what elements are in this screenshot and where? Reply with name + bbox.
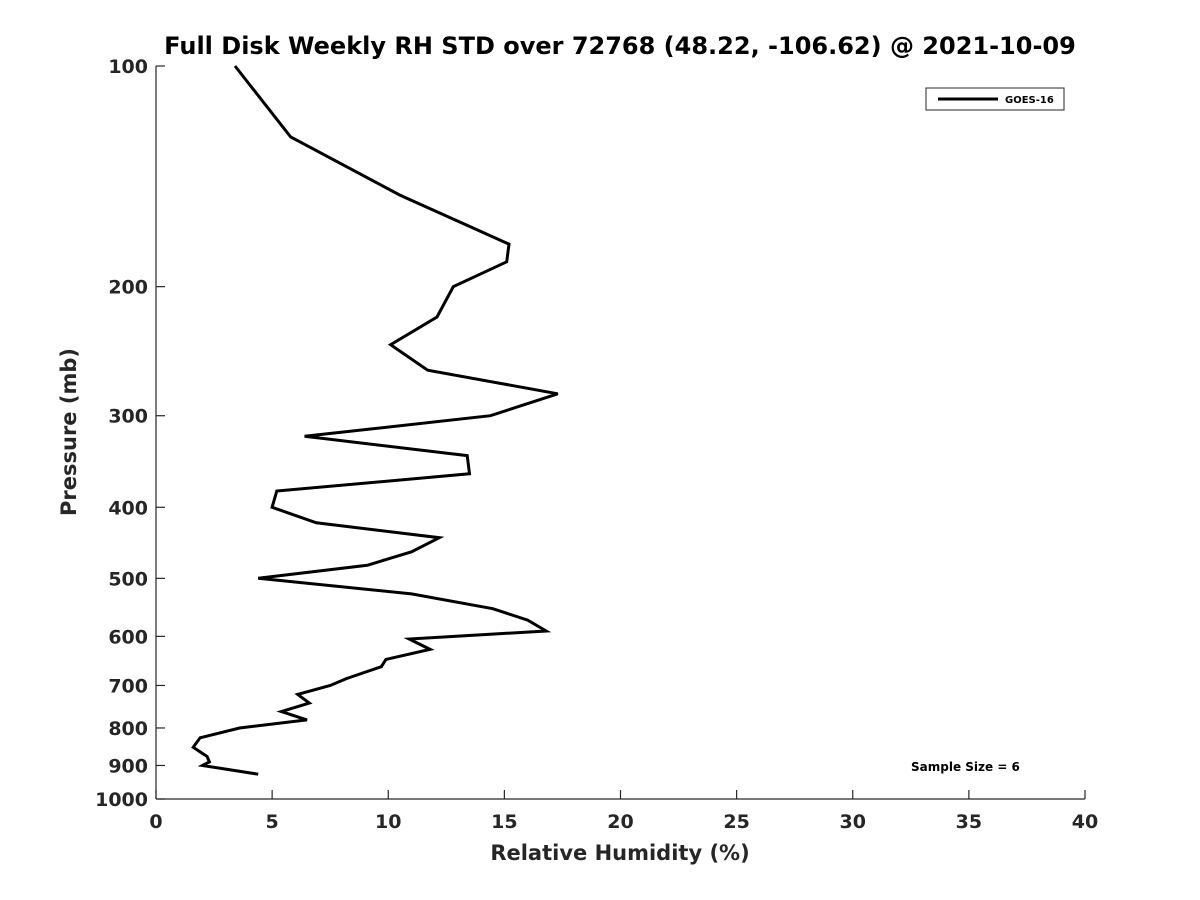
x-axis-label: Relative Humidity (%) <box>490 841 749 865</box>
x-tick-label: 10 <box>375 811 401 833</box>
x-tick-label: 5 <box>266 811 279 833</box>
series-line-goes-16 <box>191 65 559 776</box>
y-tick-label: 300 <box>108 406 148 428</box>
y-tick-label: 1000 <box>95 789 148 811</box>
legend: GOES-16 <box>925 87 1065 111</box>
y-tick-label: 900 <box>108 755 148 777</box>
x-ticks: 0 5 10 15 20 25 30 35 40 <box>149 790 1098 833</box>
x-tick-label: 35 <box>956 811 982 833</box>
chart-title: Full Disk Weekly RH STD over 72768 (48.2… <box>164 32 1076 60</box>
plot-area <box>156 66 1085 799</box>
x-tick-label: 15 <box>491 811 517 833</box>
y-tick-label: 100 <box>108 56 148 78</box>
y-tick-label: 200 <box>108 277 148 299</box>
y-tick-label: 600 <box>108 626 148 648</box>
x-tick-label: 30 <box>840 811 866 833</box>
x-tick-label: 40 <box>1072 811 1098 833</box>
y-ticks: 100 200 300 400 500 600 700 800 900 1000 <box>95 56 165 811</box>
y-tick-label: 500 <box>108 568 148 590</box>
x-tick-label: 20 <box>607 811 633 833</box>
legend-label-goes-16: GOES-16 <box>1005 95 1054 106</box>
y-tick-label: 700 <box>108 675 148 697</box>
series-layer <box>191 65 559 776</box>
sample-size-annotation: Sample Size = 6 <box>911 760 1020 774</box>
y-tick-label: 400 <box>108 497 148 519</box>
y-tick-label: 800 <box>108 718 148 740</box>
y-axis-label: Pressure (mb) <box>57 348 81 516</box>
x-tick-label: 25 <box>723 811 749 833</box>
x-tick-label: 0 <box>149 811 162 833</box>
